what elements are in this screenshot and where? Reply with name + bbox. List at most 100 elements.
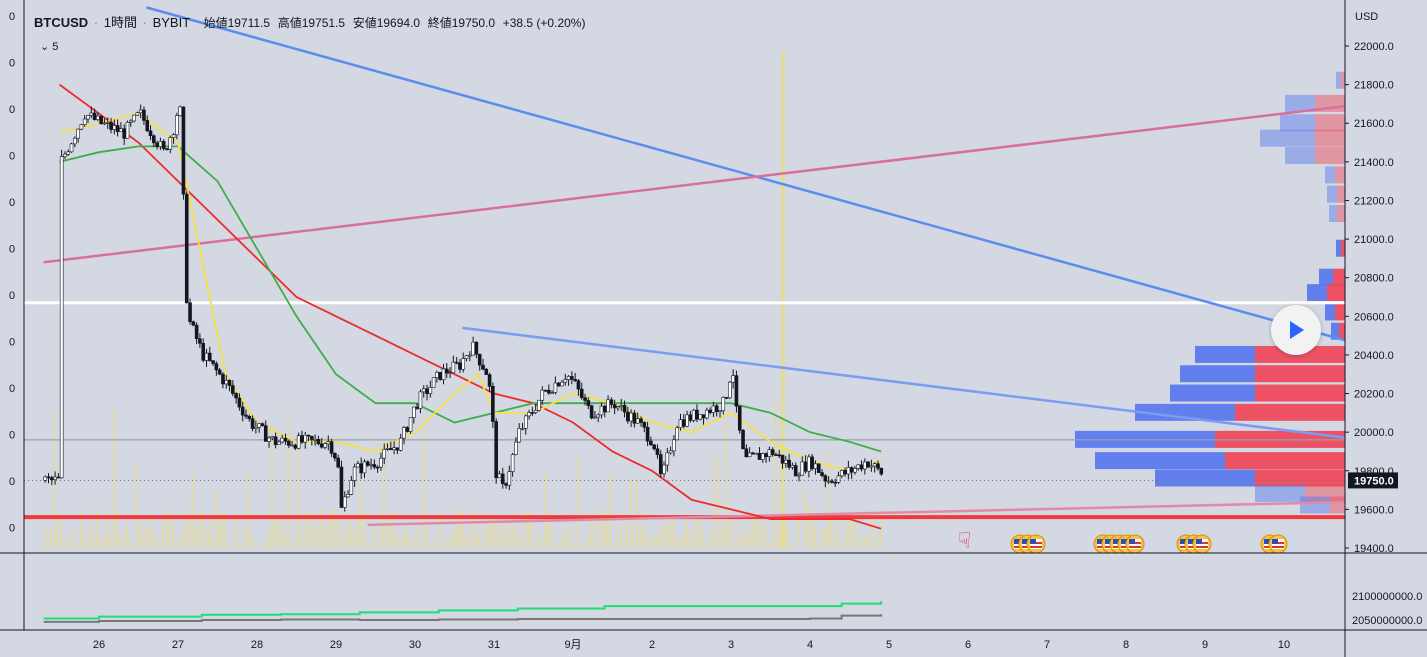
volume-bars (43, 53, 882, 548)
price-axis-bg (1345, 0, 1427, 657)
candle-body (593, 416, 597, 419)
volume-bar (520, 542, 523, 548)
volume-bar (382, 465, 385, 548)
candle-body (866, 461, 870, 468)
candle-body (721, 397, 726, 412)
event-markers[interactable]: ☟ (958, 529, 1288, 554)
volume-bar (73, 528, 76, 548)
volume-bar (195, 530, 198, 548)
volume-bar (718, 453, 721, 548)
volume-bar (623, 542, 626, 548)
candle-body (247, 415, 252, 420)
volume-bar (593, 513, 596, 548)
candle-body (879, 467, 884, 475)
candle-body (576, 380, 581, 390)
candle-body (800, 461, 805, 476)
volume-bar (409, 541, 412, 548)
time-tick-label: 9月 (564, 639, 581, 651)
volume-bar (60, 516, 63, 548)
play-button[interactable] (1271, 305, 1321, 355)
candle-body (415, 406, 419, 409)
candle-body (747, 452, 752, 458)
volume-profile-sell (1235, 403, 1345, 421)
volume-bar (145, 528, 148, 548)
candle-body (217, 369, 222, 375)
candle-body (323, 443, 327, 448)
volume-bar (267, 531, 270, 548)
volume-bar (422, 426, 425, 548)
candle-body (491, 385, 495, 422)
candle-body (652, 444, 656, 450)
volume-profile-sell (1330, 496, 1345, 514)
hand-pointer-icon: ☟ (958, 529, 971, 554)
candle-body (359, 463, 364, 474)
volume-bar (277, 510, 280, 548)
interval[interactable]: 1時間 (103, 15, 137, 30)
volume-bar (471, 519, 474, 548)
candle-body (86, 115, 90, 120)
cumulative-line (43, 601, 883, 620)
volume-bar (501, 534, 504, 548)
indicator-toggle[interactable]: ⌄ 5 (40, 40, 58, 53)
volume-bar (474, 509, 477, 548)
volume-bar (376, 547, 379, 548)
candle-body (487, 374, 492, 387)
ema-fast-line (59, 112, 882, 472)
candle-body (372, 464, 377, 468)
price-tick-label: 19600.0 (1354, 504, 1394, 516)
time-tick-label: 30 (409, 639, 421, 651)
volume-bar (517, 532, 520, 548)
candle-body (596, 414, 601, 418)
candle-body (813, 463, 818, 469)
volume-bar (313, 528, 316, 548)
candle-body (616, 406, 620, 409)
volume-bar (339, 544, 342, 548)
volume-bar (102, 534, 105, 548)
volume-bar (125, 521, 128, 548)
volume-bar (820, 529, 823, 548)
candle-body (168, 137, 173, 150)
candle-body (260, 423, 265, 427)
volume-bar (629, 481, 632, 548)
candle-body (365, 461, 370, 466)
candle-body (514, 441, 518, 455)
volume-bar (534, 544, 537, 548)
volume-bar (139, 522, 142, 548)
candle-body (632, 412, 637, 424)
volume-bar (112, 406, 115, 548)
volume-bar (218, 520, 221, 548)
price-tick-label: 20400.0 (1354, 350, 1394, 362)
candle-body (69, 143, 74, 153)
candle-body (448, 372, 452, 374)
price-tick-label: 21200.0 (1354, 195, 1394, 207)
ohlc-change: +38.5 (+0.20%) (502, 16, 586, 30)
candle-body (395, 447, 400, 451)
volume-bar (122, 531, 125, 548)
candle-body (66, 151, 71, 155)
time-tick-label: 3 (728, 639, 734, 651)
volume-bar (655, 534, 658, 548)
volume-profile-sell (1225, 452, 1345, 470)
volume-bar (307, 531, 310, 548)
candle-body (836, 475, 841, 483)
symbol-name[interactable]: BTCUSD (34, 15, 89, 30)
volume-profile-buy (1170, 384, 1255, 402)
candle-body (520, 428, 525, 430)
candle-body (662, 464, 666, 475)
candle-body (333, 452, 337, 459)
volume-bar (135, 462, 138, 548)
candle-body (695, 409, 699, 420)
time-tick-label: 2 (649, 639, 655, 651)
volume-bar (511, 518, 514, 548)
volume-bar (771, 538, 774, 548)
volume-bar (504, 525, 507, 548)
volume-bar (695, 520, 698, 548)
candle-body (869, 465, 874, 468)
candle-body (303, 434, 308, 443)
trend-line (462, 326, 1346, 439)
time-tick-label: 27 (172, 639, 184, 651)
candle-body (599, 405, 604, 416)
ohlc-open: 始値19711.5 (203, 16, 271, 30)
